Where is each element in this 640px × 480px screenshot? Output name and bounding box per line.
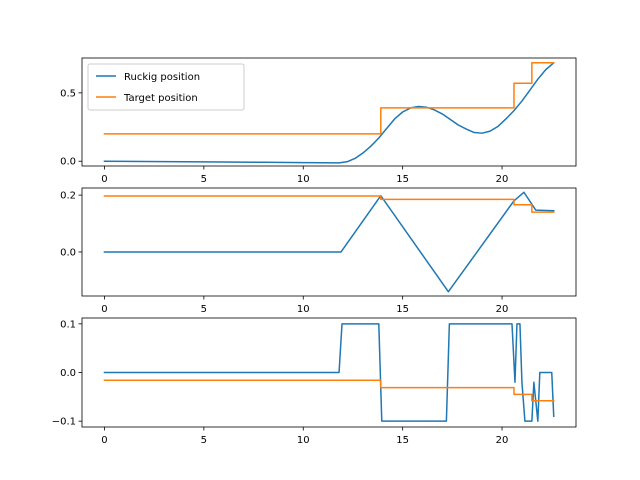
y-tick-label: 0.0	[60, 368, 76, 379]
y-tick-label: 0.0	[60, 247, 76, 258]
x-tick-label: 10	[297, 174, 310, 185]
x-tick-label: 15	[396, 304, 409, 315]
x-tick-label: 0	[101, 435, 107, 446]
x-tick-label: 15	[396, 435, 409, 446]
subplot-2: 0 5 10 15 20 0.0 0.2	[60, 187, 577, 315]
x-tick-label: 10	[297, 304, 310, 315]
x-tick-label: 20	[496, 174, 509, 185]
series-line-target	[103, 379, 555, 402]
series-line-ruckig	[103, 191, 555, 293]
x-tick-label: 15	[396, 174, 409, 185]
x-tick-label: 20	[496, 435, 509, 446]
y-tick-label: 0.2	[60, 191, 76, 202]
legend-label: Target position	[123, 93, 198, 104]
x-tick-label: 10	[297, 435, 310, 446]
x-tick-label: 5	[201, 435, 207, 446]
subplot-3: 0 5 10 15 20 −0.1 0.0 0.1	[52, 317, 577, 446]
subplot-1: 0 5 10 15 20 0.0 0.5 Ruckig position Target posi…	[60, 57, 577, 185]
y-tick-label: −0.1	[52, 417, 76, 428]
legend: Ruckig position Target position	[87, 63, 245, 111]
y-tick-label: 0.1	[60, 319, 76, 330]
y-tick-label: 0.0	[60, 157, 76, 168]
axes-frame	[81, 187, 577, 297]
series-line-target	[103, 195, 555, 213]
x-tick-label: 0	[101, 174, 107, 185]
x-tick-label: 5	[201, 304, 207, 315]
x-tick-label: 20	[496, 304, 509, 315]
legend-label: Ruckig position	[124, 72, 200, 83]
x-tick-label: 5	[201, 174, 207, 185]
legend-box	[87, 63, 245, 111]
x-tick-label: 0	[101, 304, 107, 315]
series-line-ruckig	[103, 323, 555, 422]
axes-frame	[81, 57, 577, 167]
series-line-target	[103, 62, 555, 135]
series-line-ruckig	[103, 61, 555, 164]
y-tick-label: 0.5	[60, 88, 76, 99]
